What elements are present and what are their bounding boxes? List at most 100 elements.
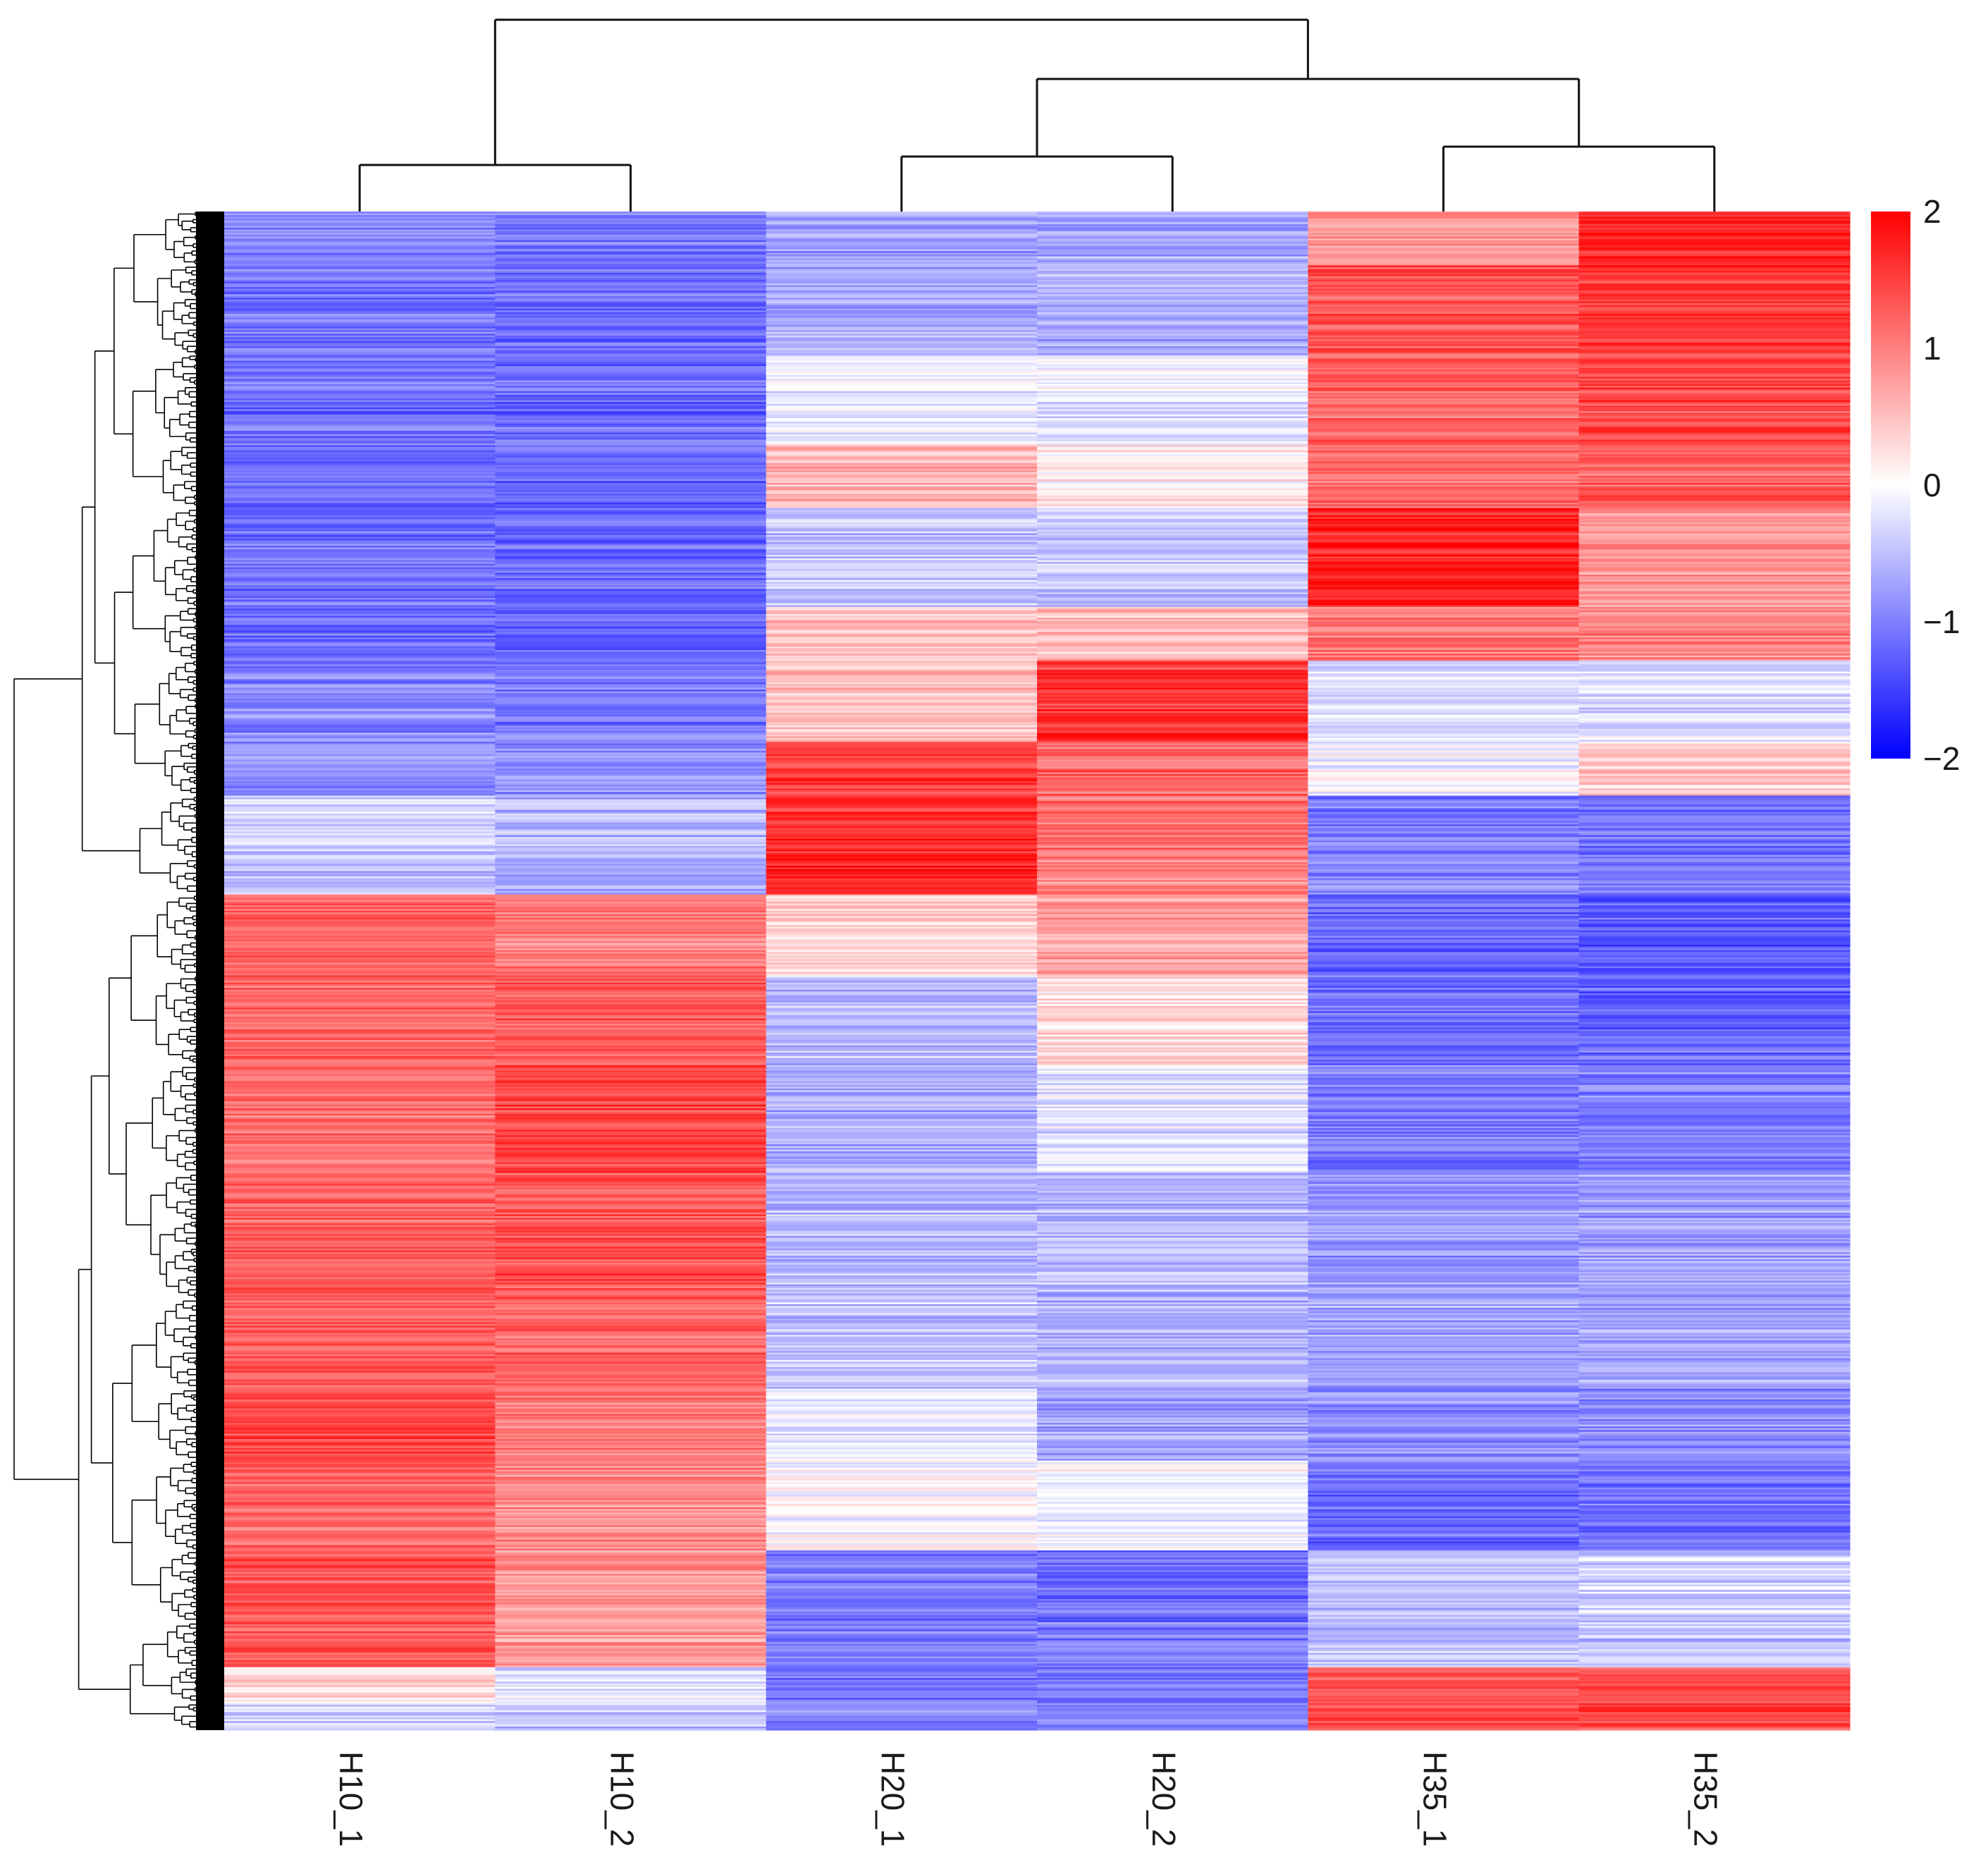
heatmap-cell xyxy=(1308,350,1580,353)
heatmap-cell xyxy=(766,563,1038,566)
heatmap-cell xyxy=(495,598,767,601)
heatmap-cell xyxy=(1578,472,1851,474)
heatmap-cell xyxy=(224,276,496,278)
heatmap-cell xyxy=(766,510,1038,513)
heatmap-cell xyxy=(224,614,496,617)
heatmap-cell xyxy=(766,533,1038,536)
heatmap-cell xyxy=(1578,626,1851,629)
heatmap-cell xyxy=(1578,475,1851,478)
heatmap-cell xyxy=(1037,540,1308,543)
heatmap-cell xyxy=(495,344,767,347)
heatmap-cell xyxy=(766,333,1038,336)
heatmap-cell xyxy=(224,474,496,477)
heatmap-cell xyxy=(1308,459,1580,462)
heatmap-cell xyxy=(1308,916,1580,919)
heatmap-cell xyxy=(1037,531,1308,534)
heatmap-cell xyxy=(1037,299,1308,302)
heatmap-cell xyxy=(1308,263,1580,267)
heatmap-cell xyxy=(495,283,767,286)
heatmap-cell xyxy=(1308,491,1580,494)
heatmap-cell xyxy=(495,596,767,599)
heatmap-cell xyxy=(766,415,1038,417)
heatmap-cell xyxy=(1037,272,1308,275)
heatmap-cell xyxy=(224,883,496,886)
heatmap-cell xyxy=(1578,518,1851,522)
heatmap-cell xyxy=(1578,594,1851,597)
heatmap-cell xyxy=(766,265,1038,268)
heatmap-cell xyxy=(766,909,1038,912)
heatmap-cell xyxy=(1308,871,1580,874)
heatmap-cell xyxy=(495,319,767,322)
heatmap-cell xyxy=(495,592,767,595)
heatmap-cell xyxy=(1037,698,1308,701)
heatmap-cell xyxy=(766,331,1038,334)
heatmap-cell xyxy=(1308,838,1580,841)
heatmap-cell xyxy=(1308,743,1580,746)
heatmap-cell xyxy=(1037,605,1308,608)
heatmap-cell xyxy=(495,766,767,769)
heatmap-cell xyxy=(1578,324,1851,327)
heatmap-cell xyxy=(1308,702,1580,705)
heatmap-cell xyxy=(766,853,1038,856)
heatmap-cell xyxy=(495,639,767,642)
heatmap-cell xyxy=(224,772,496,775)
heatmap-cell xyxy=(1308,623,1580,625)
heatmap-cell xyxy=(766,697,1038,699)
heatmap-cell xyxy=(766,458,1038,460)
heatmap-cell xyxy=(1578,240,1851,243)
heatmap-cell xyxy=(495,693,767,696)
heatmap-cell xyxy=(1037,654,1308,656)
heatmap-cell xyxy=(224,542,496,545)
heatmap-cell xyxy=(1308,802,1580,805)
heatmap-cell xyxy=(1037,292,1308,295)
heatmap-cell xyxy=(1578,382,1851,385)
heatmap-cell xyxy=(495,840,767,843)
heatmap-cell xyxy=(1037,422,1308,424)
heatmap-cell xyxy=(1308,454,1580,457)
heatmap-cell xyxy=(1308,697,1580,699)
heatmap-cell xyxy=(495,281,767,284)
heatmap-cell xyxy=(766,482,1038,486)
heatmap-cell xyxy=(766,359,1038,362)
heatmap-cell xyxy=(1308,673,1580,676)
heatmap-cell xyxy=(495,279,767,283)
heatmap-cell xyxy=(1578,761,1851,764)
heatmap-cell xyxy=(224,269,496,271)
heatmap-cell xyxy=(766,939,1038,942)
heatmap-cell xyxy=(766,517,1038,520)
heatmap-cell xyxy=(1037,737,1308,741)
heatmap-cell xyxy=(1037,853,1308,856)
heatmap-cell xyxy=(1308,932,1580,935)
heatmap-cell xyxy=(766,346,1038,349)
heatmap-cell xyxy=(766,725,1038,728)
heatmap-cell xyxy=(1308,531,1580,534)
heatmap-cell xyxy=(495,337,767,340)
heatmap-cell xyxy=(1308,685,1580,689)
heatmap-cell xyxy=(1037,323,1308,326)
heatmap-cell xyxy=(766,599,1038,602)
heatmap-cell xyxy=(1037,711,1308,713)
heatmap-cell xyxy=(1308,766,1580,769)
heatmap-cell xyxy=(1308,379,1580,381)
heatmap-cell xyxy=(224,538,496,541)
heatmap-cell xyxy=(1037,668,1308,670)
heatmap-cell xyxy=(1037,889,1308,892)
heatmap-cell xyxy=(1037,835,1308,838)
heatmap-cell xyxy=(1037,387,1308,390)
heatmap-cell xyxy=(1578,259,1851,262)
heatmap-cell xyxy=(1037,713,1308,716)
heatmap-cell xyxy=(1308,867,1580,870)
heatmap-cell xyxy=(1037,649,1308,653)
heatmap-cell xyxy=(1037,860,1308,863)
heatmap-cell xyxy=(224,941,496,944)
heatmap-cell xyxy=(224,455,496,458)
heatmap-cell xyxy=(766,896,1038,899)
heatmap-cell xyxy=(1037,391,1308,394)
heatmap-cell xyxy=(224,635,496,638)
heatmap-cell xyxy=(1037,651,1308,654)
heatmap-cell xyxy=(224,498,496,502)
heatmap-cell xyxy=(1308,785,1580,788)
heatmap-cell xyxy=(1308,847,1580,850)
heatmap-cell xyxy=(766,425,1038,428)
heatmap-cell xyxy=(1578,409,1851,412)
